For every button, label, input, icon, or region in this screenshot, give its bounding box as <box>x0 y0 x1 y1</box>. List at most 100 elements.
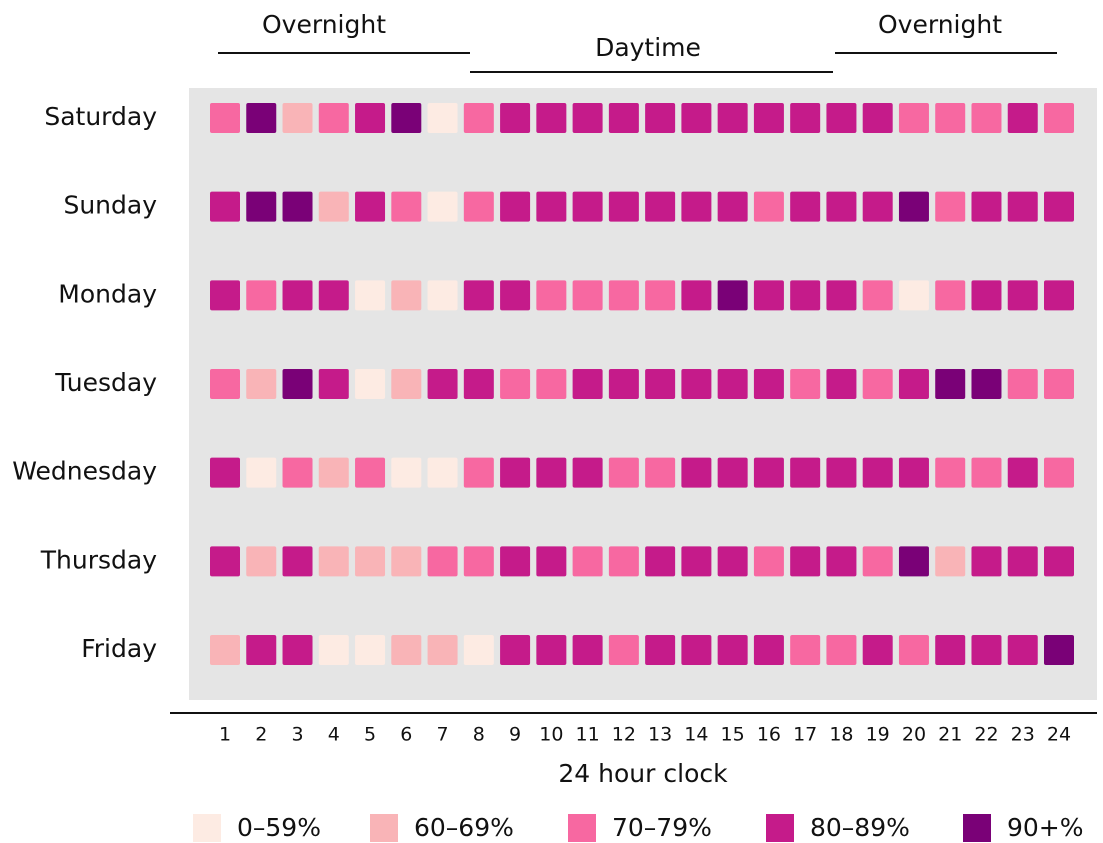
cell <box>717 280 748 311</box>
cell <box>318 369 349 399</box>
cell <box>753 546 784 577</box>
cell <box>500 191 531 222</box>
cell <box>246 457 277 488</box>
cell <box>1044 280 1074 311</box>
cell <box>681 635 712 665</box>
cell <box>536 546 567 577</box>
cell <box>282 546 313 577</box>
cell <box>282 369 313 399</box>
cell <box>246 280 277 311</box>
cell <box>608 103 639 133</box>
cell <box>1044 103 1074 133</box>
y-tick-label: Sunday <box>63 191 157 220</box>
cell <box>971 635 1002 665</box>
cell <box>898 369 929 399</box>
cell <box>427 103 458 133</box>
band-label: Overnight <box>878 10 1002 39</box>
cell <box>826 546 857 577</box>
x-tick-label: 2 <box>255 724 267 746</box>
cell <box>318 191 349 222</box>
cell <box>862 635 893 665</box>
cell <box>790 369 821 399</box>
cell <box>898 457 929 488</box>
cell <box>971 280 1002 311</box>
cell <box>427 546 458 577</box>
cell <box>971 546 1002 577</box>
x-tick-label: 1 <box>219 724 231 746</box>
cell <box>500 546 531 577</box>
cell <box>1007 280 1038 311</box>
cell <box>572 369 603 399</box>
cell <box>935 369 966 399</box>
x-tick-label: 6 <box>400 724 412 746</box>
x-axis-title: 24 hour clock <box>558 759 728 788</box>
cell <box>1007 635 1038 665</box>
cell <box>971 369 1002 399</box>
x-tick-label: 23 <box>1011 724 1035 746</box>
cell <box>572 457 603 488</box>
cell <box>536 635 567 665</box>
cell <box>500 369 531 399</box>
cell <box>282 457 313 488</box>
cell <box>645 280 676 311</box>
cell <box>318 280 349 311</box>
cell <box>500 457 531 488</box>
cell <box>681 191 712 222</box>
cell <box>753 369 784 399</box>
x-tick-label: 19 <box>866 724 890 746</box>
y-tick-label: Wednesday <box>12 457 157 486</box>
cell <box>391 546 422 577</box>
cell <box>608 369 639 399</box>
cell <box>717 457 748 488</box>
cell <box>355 280 386 311</box>
cell <box>826 635 857 665</box>
x-tick-label: 5 <box>364 724 376 746</box>
cell <box>1007 369 1038 399</box>
cell <box>246 369 277 399</box>
cell <box>318 546 349 577</box>
cell <box>246 103 277 133</box>
cell <box>536 280 567 311</box>
cell <box>790 280 821 311</box>
cell <box>898 280 929 311</box>
cell <box>790 103 821 133</box>
cell <box>753 191 784 222</box>
cell <box>391 280 422 311</box>
cell <box>717 546 748 577</box>
cell <box>862 546 893 577</box>
cell <box>1007 191 1038 222</box>
cell <box>681 457 712 488</box>
y-tick-label: Tuesday <box>54 368 157 397</box>
cell <box>790 191 821 222</box>
cell <box>935 191 966 222</box>
x-tick-label: 13 <box>648 724 672 746</box>
cell <box>717 369 748 399</box>
cell <box>572 103 603 133</box>
cell <box>681 546 712 577</box>
cell <box>971 457 1002 488</box>
legend-label: 80–89% <box>810 813 910 842</box>
cell <box>282 635 313 665</box>
cell <box>826 191 857 222</box>
cell <box>427 191 458 222</box>
x-tick-label: 9 <box>509 724 521 746</box>
cell <box>681 103 712 133</box>
cell <box>463 191 494 222</box>
cell <box>355 191 386 222</box>
cell <box>210 191 240 222</box>
cell <box>246 635 277 665</box>
cell <box>862 369 893 399</box>
cell <box>572 191 603 222</box>
x-tick-label: 16 <box>757 724 781 746</box>
band-label: Daytime <box>595 33 701 62</box>
cell <box>536 369 567 399</box>
cell <box>1044 369 1074 399</box>
cell <box>427 635 458 665</box>
cell <box>1044 635 1074 665</box>
cell <box>282 280 313 311</box>
cell <box>898 635 929 665</box>
x-tick-label: 15 <box>721 724 745 746</box>
cell <box>246 546 277 577</box>
cell <box>717 635 748 665</box>
